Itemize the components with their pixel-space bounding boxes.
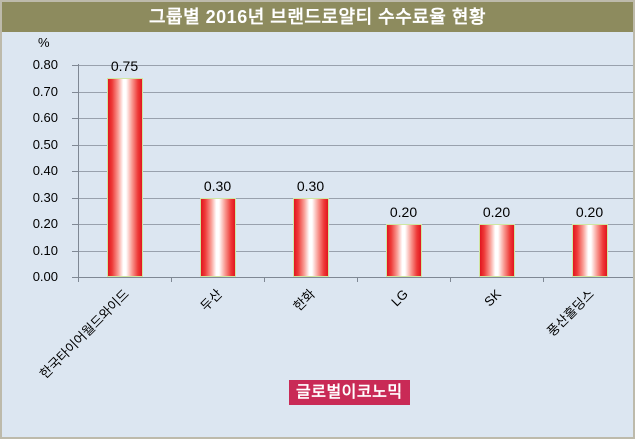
bar [571, 224, 608, 277]
bar-value-label: 0.20 [389, 204, 418, 220]
y-axis-tick-label: 0.70 [32, 83, 58, 99]
y-axis-tick [72, 118, 78, 119]
y-axis-tick-label: 0.00 [32, 269, 58, 284]
y-axis-tick [72, 277, 78, 278]
bar-value-label: 0.20 [482, 204, 511, 220]
gridline [78, 91, 633, 93]
bar-value-label: 0.30 [296, 177, 325, 194]
y-axis-line [78, 64, 79, 278]
y-axis-tick-label: 0.80 [32, 57, 58, 72]
y-axis-tick [72, 171, 78, 172]
y-axis-tick-label: 0.10 [32, 242, 58, 258]
y-axis-tick [72, 144, 78, 146]
y-axis-tick-label: 0.20 [32, 216, 58, 231]
x-axis-tick [357, 278, 358, 282]
y-axis-tick [72, 65, 78, 66]
gridline [78, 224, 633, 225]
x-axis-tick [171, 278, 172, 282]
y-axis-tick-label: 0.40 [32, 163, 58, 178]
x-axis-line [78, 277, 633, 278]
bar [478, 224, 515, 277]
gridline [78, 65, 633, 66]
gridline [78, 197, 633, 199]
gridline [78, 118, 633, 119]
gridline [78, 144, 633, 146]
bar [106, 78, 143, 277]
y-axis-tick-label: 0.60 [32, 110, 58, 125]
bar-value-label: 0.20 [575, 204, 604, 220]
x-axis-tick [450, 278, 451, 282]
y-axis-tick [72, 250, 78, 252]
bar-value-label: 0.75 [110, 58, 139, 75]
x-axis-tick [78, 278, 79, 282]
y-axis-tick-label: 0.30 [32, 189, 58, 205]
chart-title: 그룹별 2016년 브랜드로얄티 수수료율 현황 [2, 2, 633, 32]
bar [385, 224, 422, 277]
y-axis-tick-label: 0.50 [32, 136, 58, 152]
x-axis-tick [543, 278, 544, 282]
gridline [78, 250, 633, 252]
bar-value-label: 0.30 [203, 177, 232, 194]
y-axis-tick [72, 224, 78, 225]
y-axis-tick [72, 197, 78, 199]
bar [292, 197, 329, 277]
y-axis-unit-label: % [38, 35, 50, 50]
x-axis-tick [264, 278, 265, 282]
gridline [78, 171, 633, 172]
bar [199, 197, 236, 277]
publisher-watermark: 글로벌이코노믹 [289, 380, 410, 405]
y-axis-tick [72, 91, 78, 93]
